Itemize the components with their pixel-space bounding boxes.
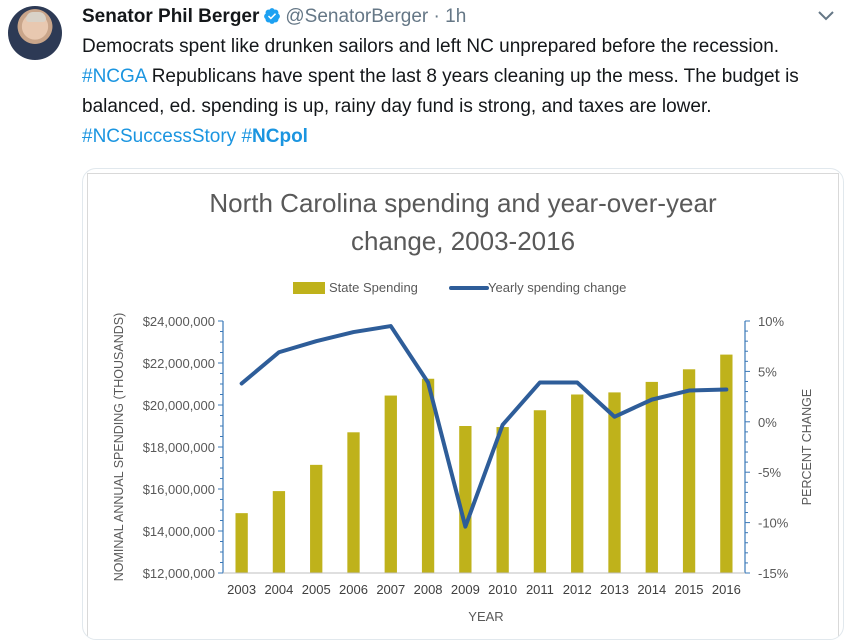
bar-state-spending	[310, 464, 323, 573]
chart-border	[87, 173, 839, 639]
timestamp[interactable]: 1h	[445, 6, 467, 27]
x-tick-label: 2005	[302, 582, 331, 597]
verified-badge-icon	[264, 8, 281, 24]
hashtag-link[interactable]: #	[241, 126, 253, 147]
legend-label-yearly-change: Yearly spending change	[488, 280, 626, 295]
bar-state-spending	[347, 432, 360, 573]
right-tick-label: -15%	[758, 566, 789, 581]
x-tick-label: 2006	[339, 582, 368, 597]
bar-state-spending	[384, 395, 397, 573]
x-tick-label: 2013	[600, 582, 629, 597]
right-tick-label: -10%	[758, 516, 789, 531]
handle[interactable]: @SenatorBerger	[285, 6, 429, 27]
left-tick-label: $14,000,000	[143, 524, 215, 539]
left-tick-label: $22,000,000	[143, 356, 215, 371]
x-tick-label: 2007	[376, 582, 405, 597]
legend-swatch-bar	[293, 282, 325, 294]
x-tick-label: 2008	[414, 582, 443, 597]
line-yearly-spending-change	[239, 324, 729, 529]
left-tick-label: $16,000,000	[143, 482, 215, 497]
tweet-text-segment: Republicans have spent the last 8 years …	[82, 66, 799, 117]
tweet-header: Senator Phil Berger @SenatorBerger · 1h	[82, 4, 466, 30]
x-tick-label: 2015	[675, 582, 704, 597]
bar-state-spending	[235, 513, 248, 573]
x-axis-title: YEAR	[468, 609, 503, 624]
bar-state-spending	[421, 378, 435, 573]
x-tick-label: 2003	[227, 582, 256, 597]
x-tick-label: 2010	[488, 582, 517, 597]
hashtag-link[interactable]: NCpol	[252, 126, 308, 147]
right-tick-label: 5%	[758, 364, 777, 379]
display-name[interactable]: Senator Phil Berger	[82, 6, 260, 27]
bar-state-spending	[608, 392, 621, 573]
hashtag-link[interactable]: #NCGA	[82, 66, 147, 87]
bar-state-spending	[496, 427, 509, 573]
chart-svg: North Carolina spending and year-over-ye…	[112, 188, 814, 624]
y-axis-title-left: NOMINAL ANNUAL SPENDING (THOUSANDS)	[112, 313, 126, 582]
left-tick-label: $24,000,000	[143, 314, 215, 329]
x-tick-label: 2009	[451, 582, 480, 597]
chart-title-line: North Carolina spending and year-over-ye…	[209, 188, 717, 218]
x-tick-label: 2012	[563, 582, 592, 597]
tweet-text: Democrats spent like drunken sailors and…	[82, 32, 842, 152]
bar-state-spending	[533, 410, 547, 573]
bar-state-spending	[682, 369, 696, 573]
chevron-down-icon[interactable]	[817, 10, 835, 22]
bar-state-spending	[720, 354, 733, 573]
chart-title-line: change, 2003-2016	[351, 226, 575, 256]
right-tick-label: 10%	[758, 314, 784, 329]
bar-state-spending	[571, 394, 584, 573]
x-tick-label: 2011	[526, 582, 554, 597]
hashtag-link[interactable]: #NCSuccessStory	[82, 126, 237, 147]
y-axis-title-right: PERCENT CHANGE	[800, 389, 814, 505]
left-tick-label: $12,000,000	[143, 566, 215, 581]
tweet-text-segment: Democrats spent like drunken sailors and…	[82, 36, 780, 57]
separator: ·	[433, 6, 440, 27]
left-tick-label: $18,000,000	[143, 440, 215, 455]
legend-label-state-spending: State Spending	[329, 280, 418, 295]
x-tick-label: 2014	[637, 582, 666, 597]
bar-state-spending	[459, 426, 472, 573]
bar-state-spending	[272, 491, 286, 573]
left-tick-label: $20,000,000	[143, 398, 215, 413]
x-tick-label: 2004	[264, 582, 293, 597]
right-tick-label: -5%	[758, 465, 782, 480]
bar-state-spending	[645, 381, 658, 573]
right-tick-label: 0%	[758, 415, 777, 430]
chart: North Carolina spending and year-over-ye…	[83, 169, 843, 639]
tweet-media-chart[interactable]: North Carolina spending and year-over-ye…	[82, 168, 844, 640]
x-tick-label: 2016	[712, 582, 741, 597]
avatar[interactable]	[8, 6, 62, 60]
